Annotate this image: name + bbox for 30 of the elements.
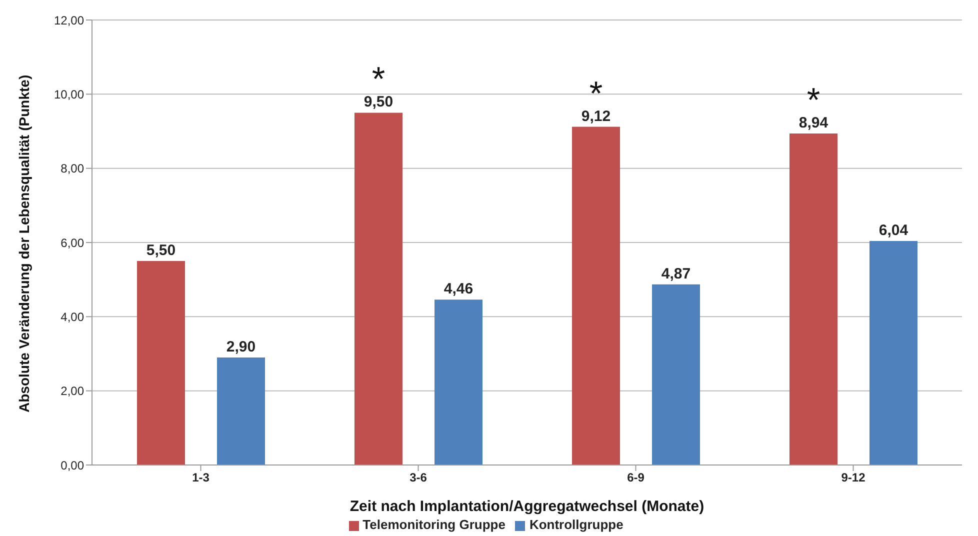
bar xyxy=(354,112,402,465)
y-tick-label: 6,00 xyxy=(60,236,84,250)
data-label: 9,12 xyxy=(581,108,611,125)
data-label: 4,46 xyxy=(444,280,474,298)
y-tick-label: 2,00 xyxy=(60,384,84,398)
x-axis-title: Zeit nach Implantation/Aggregatwechsel (Monate) xyxy=(350,498,704,515)
y-tick-label: 4,00 xyxy=(60,310,84,324)
data-label: 2,90 xyxy=(226,338,256,356)
bar xyxy=(434,300,482,465)
y-tick-label: 0,00 xyxy=(60,458,84,472)
y-tick-label: 12,00 xyxy=(54,13,84,28)
bar xyxy=(217,357,265,465)
x-tick-label: 1-3 xyxy=(192,470,210,485)
data-label: 6,04 xyxy=(878,222,909,240)
x-tick-label: 3-6 xyxy=(410,470,428,485)
bar xyxy=(137,261,185,465)
y-axis-title: Absolute Veränderung der Lebensqualität (Punkte) xyxy=(16,74,32,412)
x-tick-label: 9-12 xyxy=(841,470,866,485)
bar xyxy=(870,241,918,465)
data-label: 5,50 xyxy=(146,242,176,260)
bar xyxy=(652,284,700,465)
legend-label: Telemonitoring Gruppe xyxy=(362,517,506,532)
x-tick-label: 6-9 xyxy=(627,470,645,485)
bar xyxy=(572,126,620,465)
data-label: 4,87 xyxy=(661,265,691,282)
y-tick-label: 8,00 xyxy=(60,162,84,176)
bar xyxy=(790,133,838,465)
data-label: 8,94 xyxy=(798,114,829,132)
y-tick-label: 10,00 xyxy=(54,87,84,102)
legend-label: Kontrollgruppe xyxy=(529,517,624,532)
